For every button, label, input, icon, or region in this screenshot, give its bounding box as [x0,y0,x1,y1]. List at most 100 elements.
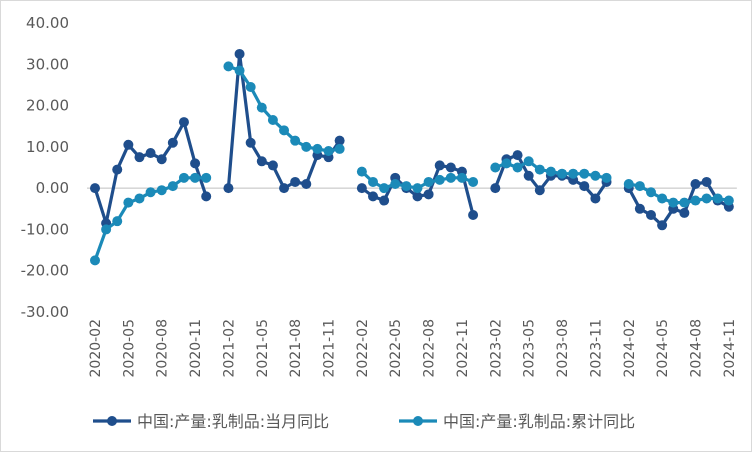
data-point [723,195,734,206]
data-point [223,61,234,72]
data-point [90,183,100,194]
y-tick-label: 40.00 [26,14,69,32]
legend-marker [107,416,117,426]
data-point [245,81,256,92]
data-point [468,176,479,187]
x-tick-label: 2020-11 [188,319,204,378]
data-point [156,154,167,165]
y-axis: 40.00 30.00 20.00 10.00 0.00 -10.00 -20.00 -30.… [21,14,69,321]
series-line [628,182,730,205]
data-point [534,185,545,196]
data-point [690,179,701,190]
x-tick-label: 2022-11 [455,319,471,378]
legend-label: 中国:产量:乳制品:累计同比 [443,412,635,431]
data-point [456,172,467,183]
x-tick-label: 2022-02 [355,319,371,378]
data-point [201,172,212,183]
data-point [601,172,612,183]
data-point [223,183,234,194]
data-point [557,168,568,179]
data-point [668,197,679,208]
data-point [412,191,423,202]
data-point [512,150,523,161]
data-point [290,176,301,187]
data-point [512,162,523,173]
data-point [90,255,100,266]
data-point [178,172,189,183]
x-tick-label: 2024-05 [655,319,671,378]
data-point [178,117,189,128]
x-axis: 2020-02 2020-05 2020-08 2020-11 2021-02 2021-… [87,187,738,378]
data-point [134,193,145,204]
data-point [679,207,690,218]
data-point [256,102,267,113]
data-point [356,166,367,177]
x-tick-label: 2020-02 [88,319,104,378]
data-point [445,172,456,183]
data-point [646,209,656,220]
data-point [523,156,534,167]
plot-lines [90,48,734,266]
x-tick-label: 2024-08 [688,319,704,378]
data-point [301,141,312,152]
y-tick-label: -10.00 [21,220,69,238]
data-point [423,176,434,187]
series-line [627,180,730,227]
legend: 中国:产量:乳制品:当月同比 中国:产量:乳制品:累计同比 [93,412,635,431]
data-point [501,158,512,169]
data-point [356,183,367,194]
data-point [568,168,579,179]
x-tick-label: 2023-11 [588,319,604,378]
data-point [712,193,723,204]
data-point [201,191,212,202]
legend-marker [413,416,423,426]
x-tick-label: 2021-08 [288,319,304,378]
x-tick-label: 2021-05 [255,319,271,378]
data-point [190,172,201,183]
data-point [167,137,178,148]
x-tick-label: 2023-08 [555,319,571,378]
x-tick-label: 2021-11 [322,319,338,378]
y-tick-label: 30.00 [26,55,69,73]
data-point [379,195,390,206]
data-point [534,164,545,175]
data-point [334,143,345,154]
data-point [590,170,601,181]
data-point [256,156,267,167]
data-point [545,166,556,177]
data-point [145,187,156,198]
data-point [156,185,167,196]
x-tick-label: 2024-02 [622,319,638,378]
x-tick-label: 2022-08 [422,319,438,378]
data-point [490,183,501,194]
data-point [401,181,412,192]
x-tick-label: 2023-02 [488,319,504,378]
data-point [679,197,690,208]
data-point [423,189,434,200]
data-point [634,181,645,192]
series-2 [90,61,734,266]
data-point [657,193,668,204]
data-point [623,179,634,190]
data-point [646,187,656,198]
data-point [301,179,312,190]
data-point [523,170,534,181]
data-point [123,197,134,208]
data-point [267,160,278,171]
data-point [445,162,456,173]
y-tick-label: -30.00 [21,303,69,321]
y-tick-label: 10.00 [26,138,69,156]
data-point [112,216,123,227]
data-point [290,135,301,146]
series-1 [90,48,734,231]
data-point [657,220,668,231]
data-point [490,162,501,173]
x-tick-label: 2020-05 [121,319,137,378]
data-point [267,115,278,126]
data-point [390,179,401,190]
data-point [245,137,256,148]
x-tick-label: 2021-02 [221,319,237,378]
data-point [368,191,378,202]
data-point [123,139,134,150]
